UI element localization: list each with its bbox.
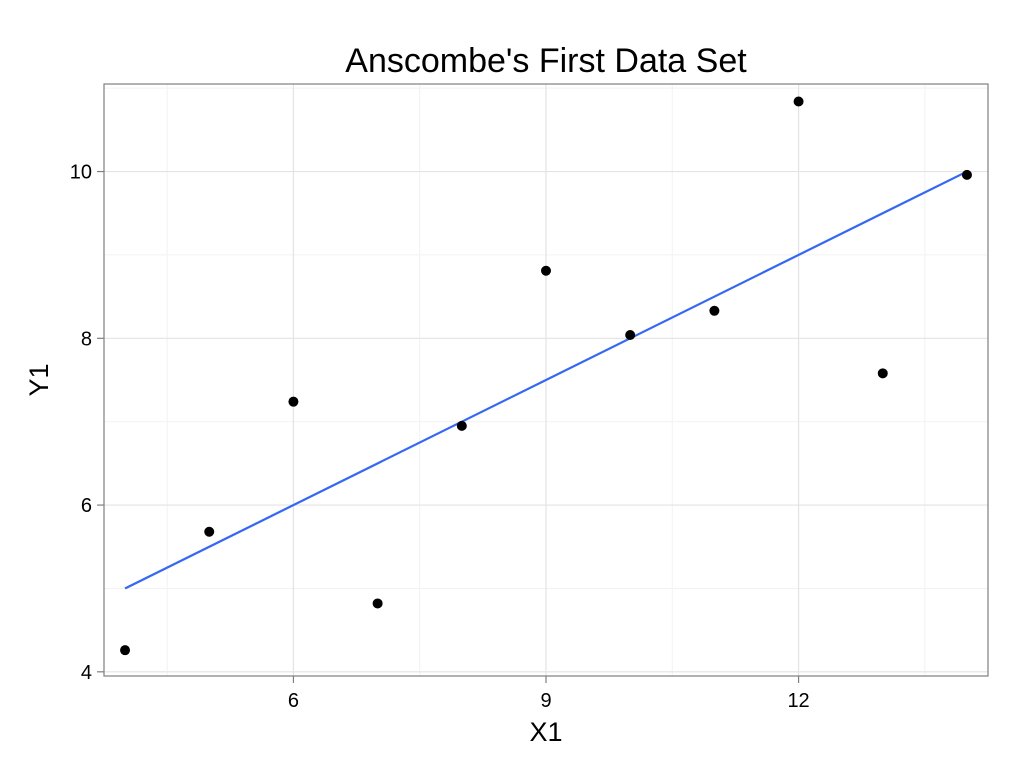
plot-panel — [103, 83, 989, 677]
x-tick-label: 12 — [787, 690, 809, 712]
x-tick-label: 6 — [288, 690, 299, 712]
y-tick-label: 10 — [70, 162, 92, 184]
data-point — [709, 305, 720, 316]
data-point — [541, 265, 551, 276]
chart-title: Anscombe's First Data Set — [345, 42, 747, 80]
y-tick-label: 8 — [81, 328, 92, 350]
x-tick-label: 9 — [540, 690, 551, 712]
data-point — [793, 96, 804, 107]
data-point — [120, 645, 131, 656]
y-axis: 4 6 8 10 — [70, 162, 104, 684]
data-point — [372, 598, 383, 609]
data-point — [625, 329, 636, 340]
x-axis: 6 9 12 — [288, 676, 810, 712]
y-axis-title: Y1 — [24, 363, 54, 396]
data-point — [204, 526, 215, 537]
regression-line-layer — [124, 170, 968, 590]
regression-line — [124, 170, 968, 590]
data-point — [961, 169, 972, 180]
y-tick-label: 4 — [81, 662, 92, 684]
data-point — [456, 420, 467, 431]
data-point — [288, 396, 299, 407]
y-tick-label: 6 — [81, 495, 92, 517]
data-point — [877, 368, 888, 379]
x-axis-title: X1 — [529, 717, 562, 747]
data-points-layer — [120, 96, 972, 656]
